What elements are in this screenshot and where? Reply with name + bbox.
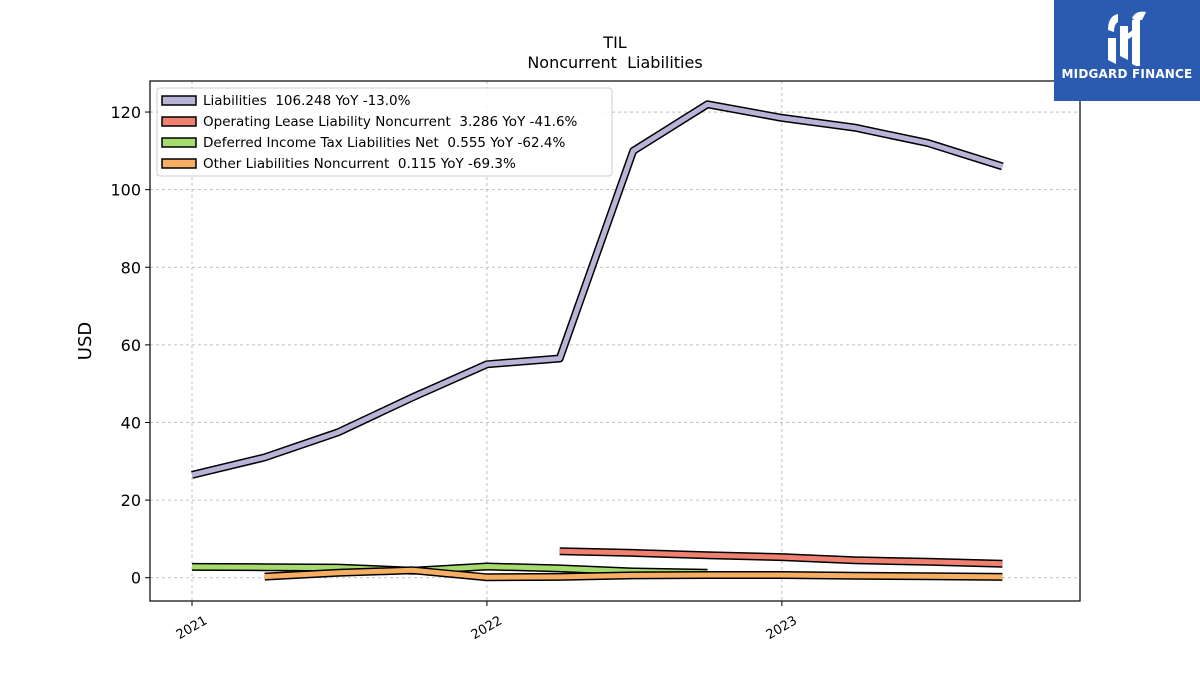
logo-text: MIDGARD FINANCE [1061, 67, 1193, 81]
x-tick-label: 2021 [174, 613, 210, 643]
y-tick-label: 100 [110, 181, 141, 200]
legend-swatch-1 [161, 116, 197, 127]
legend-label-3: Other Liabilities Noncurrent 0.115 YoY -… [203, 156, 516, 172]
x-tick-label: 2022 [469, 613, 505, 643]
y-tick-label: 0 [131, 569, 141, 588]
legend-swatch-0 [161, 95, 197, 106]
series-line-0 [191, 101, 1004, 478]
legend-swatch-3 [161, 158, 197, 169]
legend-label-2: Deferred Income Tax Liabilities Net 0.55… [203, 135, 565, 151]
series-line-2 [191, 564, 708, 576]
grid [150, 81, 1080, 601]
series-lines [191, 100, 1004, 582]
brand-logo: MIDGARD FINANCE [1054, 0, 1200, 101]
plot-frame [149, 80, 1081, 602]
series-line-3 [264, 567, 1003, 580]
legend-box [156, 87, 613, 177]
legend-label-1: Operating Lease Liability Noncurrent 3.2… [203, 114, 578, 130]
x-tick-label: 2023 [764, 613, 800, 643]
y-axis-label: USD [75, 322, 96, 360]
legend-label-0: Liabilities 106.248 YoY -13.0% [203, 93, 411, 109]
axis-ticks: 0 20 40 60 80 100 120 2021 2022 2023 [110, 103, 799, 643]
chart-title: TIL [602, 33, 626, 52]
legend-swatch-2 [161, 137, 197, 148]
y-tick-label: 40 [121, 413, 141, 432]
y-tick-label: 20 [121, 491, 141, 510]
chart-subtitle: Noncurrent Liabilities [527, 53, 702, 72]
y-tick-label: 80 [121, 258, 141, 277]
y-tick-label: 60 [121, 336, 141, 355]
series-line-1 [559, 548, 1003, 567]
y-tick-label: 120 [110, 103, 141, 122]
logo-mark-icon [1108, 11, 1146, 66]
legend: Liabilities 106.248 YoY -13.0% Operating … [156, 87, 613, 177]
